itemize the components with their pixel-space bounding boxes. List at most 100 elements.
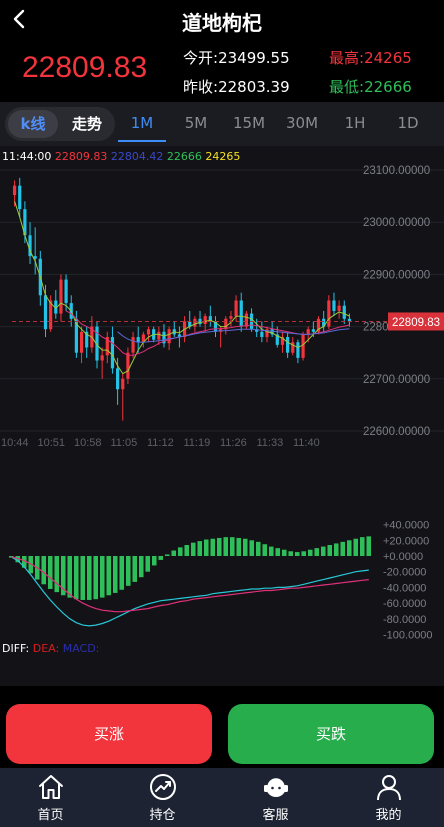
- candle-body: [23, 209, 27, 236]
- buy-up-button[interactable]: 买涨: [6, 704, 212, 764]
- price-tick-label: 22900.00000: [363, 269, 430, 281]
- low-value: 22666: [364, 78, 412, 96]
- active-timeframe-indicator: [118, 140, 166, 142]
- nav-home-label: 首页: [37, 808, 64, 823]
- candle-body: [12, 185, 17, 196]
- macd-histogram-bar: [177, 547, 183, 556]
- candle-body: [208, 316, 212, 322]
- candle-body: [177, 334, 182, 338]
- macd-histogram-bar: [47, 556, 53, 589]
- kline-chart[interactable]: 23100.0000023000.0000022900.0000022800.0…: [0, 146, 444, 686]
- tab-trend[interactable]: 走势: [71, 115, 102, 133]
- ma-mid-line: [117, 328, 350, 343]
- candle-body: [239, 300, 243, 327]
- timeframe-30m[interactable]: 30M: [285, 114, 319, 132]
- candle-body: [116, 368, 120, 390]
- price-tick-label: 23000.00000: [363, 217, 430, 229]
- candle-body: [49, 300, 53, 330]
- home-icon: [38, 775, 63, 799]
- timeframe-15m[interactable]: 15M: [232, 114, 266, 132]
- price-axis: 23100.0000023000.0000022900.0000022800.0…: [363, 165, 430, 438]
- chart-tabs: k线 走势 1M 5M 15M 30M 1H 1D: [0, 102, 444, 146]
- macd-histogram-bar: [28, 556, 34, 574]
- chevron-left-icon[interactable]: [6, 4, 34, 34]
- candle-body: [79, 331, 84, 353]
- price-tick-label: 22700.00000: [363, 374, 430, 386]
- timeframe-1m[interactable]: 1M: [130, 114, 154, 132]
- macd-histogram-bar: [203, 539, 209, 556]
- macd-histogram-bar: [281, 549, 287, 556]
- macd-histogram-bar: [262, 544, 268, 556]
- macd-histogram-bar: [164, 554, 170, 556]
- legend-value-red: 22809.83: [54, 150, 108, 163]
- candle-body: [136, 337, 140, 343]
- macd-tick-label: -100.0000: [383, 630, 433, 642]
- current-price: 22809.83: [22, 51, 148, 84]
- macd-tick-label: -20.0000: [383, 567, 426, 579]
- current-price-badge-text: 22809.83: [392, 317, 440, 329]
- nav-positions[interactable]: 持仓: [107, 768, 218, 827]
- candle-body: [121, 378, 125, 390]
- macd-histogram-bar: [54, 556, 60, 593]
- nav-home[interactable]: 首页: [0, 768, 106, 827]
- time-tick-label: 10:44: [1, 437, 29, 449]
- ma-fast-line: [14, 201, 350, 375]
- nav-me[interactable]: 我的: [333, 768, 444, 827]
- candle-body: [85, 331, 89, 348]
- macd-histogram-bar: [294, 552, 300, 556]
- moving-average-lines: [14, 201, 350, 375]
- candle-body: [275, 334, 279, 345]
- bottom-nav: 首页 持仓 客服 我的: [0, 768, 444, 827]
- macd-histogram-bar: [138, 556, 144, 578]
- candle-body: [286, 337, 290, 353]
- macd-histogram-bar: [158, 556, 164, 560]
- chart-canvas: 23100.0000023000.0000022900.0000022800.0…: [0, 165, 444, 642]
- buy-down-button[interactable]: 买跌: [228, 704, 434, 764]
- legend-value-yellow: 24265: [205, 150, 241, 163]
- macd-histogram-bar: [145, 556, 151, 572]
- candle-body: [162, 331, 166, 344]
- macd-histogram-bar: [73, 556, 79, 600]
- candle-body: [141, 334, 145, 343]
- nav-service[interactable]: 客服: [220, 768, 331, 827]
- candle-body: [234, 300, 238, 317]
- timeframe-1h[interactable]: 1H: [344, 114, 366, 132]
- current-price-line: 22809.83: [12, 312, 444, 331]
- macd-histogram-bar: [275, 548, 281, 556]
- macd-dea-line: [11, 556, 369, 613]
- macd-histogram-bar: [216, 537, 222, 556]
- time-tick-label: 10:51: [38, 437, 66, 449]
- macd-histogram-bar: [151, 556, 157, 566]
- candle-body: [59, 279, 63, 314]
- user-icon: [376, 775, 401, 801]
- macd-histogram-bar: [197, 541, 203, 556]
- macd-histogram-bar: [353, 538, 359, 556]
- macd-histogram-bar: [190, 542, 196, 556]
- candle-body: [95, 326, 99, 361]
- candle-body: [157, 331, 161, 340]
- candlestick-series: [12, 177, 352, 421]
- prev-value: 22803.39: [218, 78, 290, 96]
- candle-body: [43, 295, 48, 330]
- candle-body: [74, 318, 78, 353]
- timeframe-5m[interactable]: 5M: [184, 114, 208, 132]
- candle-body: [203, 316, 207, 324]
- candle-body: [327, 300, 331, 327]
- price-tick-label: 23100.00000: [363, 165, 430, 177]
- time-tick-label: 11:40: [293, 437, 320, 449]
- nav-me-label: 我的: [375, 808, 402, 823]
- nav-service-label: 客服: [262, 808, 289, 823]
- macd-histogram-bar: [340, 541, 346, 556]
- macd-histogram-bar: [21, 556, 27, 568]
- candle-body: [213, 321, 218, 332]
- candle-body: [131, 337, 135, 353]
- macd-histogram-bar: [268, 546, 274, 556]
- macd-axis: +40.0000 +20.0000 +0.0000 -20.0000 -40.0000 -…: [383, 520, 433, 642]
- tab-kline[interactable]: k线: [8, 110, 58, 138]
- macd-tick-label: -80.0000: [383, 614, 426, 626]
- candle-body: [188, 321, 192, 327]
- nav-positions-label: 持仓: [149, 808, 176, 823]
- macd-histogram-bar: [106, 556, 112, 596]
- macd-histogram-bar: [346, 540, 352, 556]
- timeframe-1d[interactable]: 1D: [397, 114, 419, 132]
